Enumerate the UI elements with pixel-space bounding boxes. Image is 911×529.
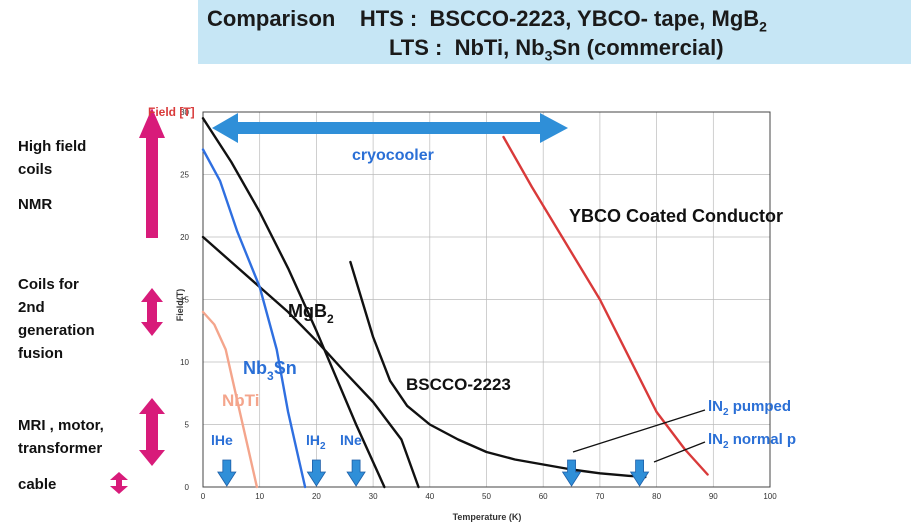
series-bscco-2223: [349, 260, 647, 479]
x-tick-label: 0: [201, 492, 206, 501]
bscco-label: BSCCO-2223: [406, 375, 511, 394]
in2-normal-pointer: [653, 441, 706, 463]
series-bscco-2223: [201, 117, 386, 489]
x-tick-label: 80: [652, 492, 661, 501]
x-tick-label: 20: [312, 492, 321, 501]
title-nb3sn-subscript: 3: [544, 47, 553, 64]
cryogen-down-arrow-icon: [306, 459, 327, 487]
in2-pumped-label: lN2 pumped: [708, 398, 791, 418]
title-line-2: LTS : NbTi, Nb3Sn (commercial): [389, 35, 724, 63]
chart-grid: [202, 111, 771, 488]
title-lts-rest: Sn (commercial): [552, 35, 724, 60]
y-tick-label: 25: [180, 171, 189, 180]
side-label-high-field: High field coils: [18, 138, 87, 178]
title-hts-materials: BSCCO-2223, YBCO- tape, MgB: [429, 6, 760, 31]
ybco-label: YBCO Coated Conductor: [569, 206, 783, 226]
nbti-label: NbTi: [222, 391, 259, 410]
title-lts: LTS :: [389, 35, 443, 60]
y-axis-title: Field(T): [175, 289, 185, 322]
cryogen-arrows: [217, 459, 650, 487]
x-tick-label: 90: [709, 492, 718, 501]
side-label-nmr: NMR: [18, 196, 53, 213]
x-tick-label: 40: [425, 492, 434, 501]
cryogen-down-arrow-icon: [217, 459, 237, 487]
series-nbti: [201, 310, 259, 489]
field-axis-label: Field [T]: [148, 105, 195, 119]
cryocooler-arrow: [212, 113, 568, 143]
mgb2-label: MgB2: [288, 301, 334, 326]
x-tick-label: 70: [595, 492, 604, 501]
high-field-arrow: [139, 108, 165, 238]
title-comparison: Comparison: [207, 6, 336, 31]
cryogen-down-arrow-icon: [561, 459, 582, 487]
title-banner: [198, 0, 911, 64]
series-nb3sn: [201, 148, 307, 489]
y-tick-label: 0: [185, 483, 190, 492]
chart-series: [201, 117, 709, 489]
title-lts-nbti: NbTi, Nb: [454, 35, 545, 60]
series-ybco-coated-conductor: [502, 135, 709, 476]
plot-frame: [202, 111, 771, 488]
x-tick-label: 60: [539, 492, 548, 501]
side-label-mri: MRI , motor, transformer: [18, 417, 104, 457]
title-mgb2-subscript: 2: [759, 18, 767, 35]
y-tick-label: 20: [180, 233, 189, 242]
cryogen-down-arrow-icon: [346, 459, 366, 487]
nb3sn-label: Nb3Sn: [243, 358, 297, 383]
side-label-fusion: Coils for 2nd generation fusion: [18, 276, 95, 362]
y-tick-label: 10: [180, 358, 189, 367]
in2-normal-label: lN2 normal p: [708, 431, 796, 451]
fusion-arrow: [141, 288, 163, 336]
x-axis-title: Temperature (K): [453, 512, 522, 522]
x-tick-label: 100: [763, 492, 777, 501]
side-label-cable: cable: [18, 476, 57, 493]
y-tick-label: 15: [180, 296, 189, 305]
chart-ticks: 0 10 20 30 40 50 60 70 80 90 100 0 5 10 15 20 25 30: [180, 108, 777, 501]
x-tick-label: 30: [369, 492, 378, 501]
x-tick-label: 50: [482, 492, 491, 501]
mri-arrow: [139, 398, 165, 466]
y-tick-label: 30: [180, 108, 189, 117]
x-tick-label: 10: [255, 492, 264, 501]
title-hts: HTS :: [359, 6, 418, 31]
ih2-label: lH2: [306, 432, 326, 452]
title-line-1: Comparison HTS : BSCCO-2223, YBCO- tape,…: [207, 6, 767, 34]
series-mgb2: [201, 235, 420, 489]
in2-pumped-pointer: [572, 409, 706, 453]
ine-label: lNe: [340, 432, 362, 448]
cryocooler-label: cryocooler: [352, 147, 434, 164]
y-tick-label: 5: [185, 421, 190, 430]
cable-arrow: [110, 472, 128, 494]
ihe-label: lHe: [211, 432, 233, 448]
cryogen-down-arrow-icon: [629, 459, 650, 487]
